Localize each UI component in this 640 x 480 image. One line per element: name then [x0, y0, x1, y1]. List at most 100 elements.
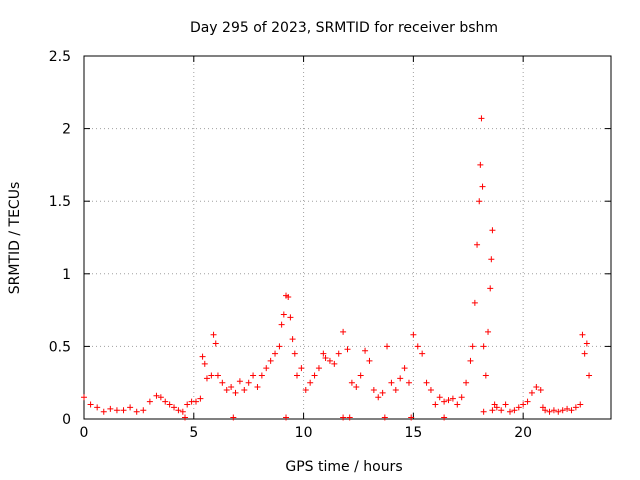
data-point: [182, 414, 189, 421]
data-point: [449, 395, 456, 402]
data-point: [113, 407, 120, 414]
data-point: [100, 408, 107, 415]
data-point: [427, 386, 434, 393]
data-point: [179, 408, 186, 415]
data-point: [192, 398, 199, 405]
data-point: [493, 404, 500, 411]
data-point: [410, 331, 417, 338]
data-point: [289, 336, 296, 343]
data-point: [107, 405, 114, 412]
data-point: [291, 350, 298, 357]
data-point: [392, 386, 399, 393]
y-tick-label: 2: [62, 122, 71, 138]
data-point: [479, 183, 486, 190]
data-point: [401, 365, 408, 372]
data-point: [362, 347, 369, 354]
data-point: [489, 407, 496, 414]
data-point: [320, 350, 327, 357]
data-point: [454, 401, 461, 408]
data-point: [388, 379, 395, 386]
data-point: [208, 372, 215, 379]
data-point: [471, 299, 478, 306]
data-point: [568, 407, 575, 414]
data-point: [397, 375, 404, 382]
data-point: [94, 404, 101, 411]
x-axis-label: GPS time / hours: [285, 459, 402, 475]
data-point: [477, 161, 484, 168]
data-point: [381, 414, 388, 421]
data-point: [487, 285, 494, 292]
data-point: [287, 314, 294, 321]
data-point: [577, 401, 584, 408]
data-point: [254, 384, 261, 391]
data-point: [370, 386, 377, 393]
data-point: [542, 407, 549, 414]
x-tick-label: 0: [80, 425, 89, 441]
data-point: [550, 407, 557, 414]
data-point: [232, 389, 239, 396]
data-point: [81, 394, 87, 401]
data-point: [340, 328, 347, 335]
data-point: [489, 227, 496, 234]
data-point: [302, 386, 309, 393]
data-point: [488, 256, 495, 263]
data-point: [153, 392, 160, 399]
y-tick-label: 1: [62, 267, 71, 283]
data-point: [175, 407, 182, 414]
data-point: [583, 340, 590, 347]
data-point: [272, 350, 279, 357]
data-point: [586, 372, 593, 379]
data-point: [331, 360, 338, 367]
data-point: [463, 379, 470, 386]
data-point: [307, 379, 314, 386]
data-point: [228, 384, 235, 391]
data-point: [326, 357, 333, 364]
data-point: [467, 357, 474, 364]
data-point: [276, 343, 283, 350]
y-tick-label: 2.5: [49, 49, 71, 65]
y-tick-label: 0.5: [49, 339, 71, 355]
data-point: [293, 372, 300, 379]
data-point: [199, 353, 206, 360]
plot-frame: [83, 55, 612, 420]
data-point: [197, 395, 204, 402]
data-point: [520, 401, 527, 408]
data-point: [298, 365, 305, 372]
y-tick-label: 0: [62, 412, 71, 428]
data-point: [384, 343, 391, 350]
data-point: [419, 350, 426, 357]
data-point: [250, 372, 257, 379]
data-point: [245, 379, 252, 386]
data-point: [203, 375, 210, 382]
data-point: [559, 407, 566, 414]
data-point: [223, 386, 230, 393]
data-point: [236, 378, 243, 385]
data-point: [285, 294, 292, 301]
y-axis-label: SRMTID / TECUs: [7, 182, 23, 295]
x-tick-labels: 0 5 10 15 20: [80, 425, 533, 441]
data-point: [166, 401, 173, 408]
data-point: [212, 340, 219, 347]
data-point: [335, 350, 342, 357]
data-point: [441, 398, 448, 405]
chart-title: Day 295 of 2023, SRMTID for receiver bsh…: [190, 20, 498, 36]
data-point: [340, 414, 347, 421]
x-tick-label: 20: [514, 425, 532, 441]
data-point: [263, 365, 270, 372]
data-point: [278, 321, 285, 328]
data-point: [572, 404, 579, 411]
data-point: [353, 384, 360, 391]
data-points: [81, 115, 593, 421]
data-point: [476, 198, 483, 205]
data-point: [564, 405, 571, 412]
data-point: [379, 389, 386, 396]
x-tick-label: 10: [295, 425, 313, 441]
grid: [84, 56, 611, 419]
data-point: [579, 331, 586, 338]
data-point: [258, 372, 265, 379]
data-point: [482, 372, 489, 379]
data-point: [405, 379, 412, 386]
data-point: [133, 408, 140, 415]
data-point: [432, 401, 439, 408]
data-point: [555, 408, 562, 415]
